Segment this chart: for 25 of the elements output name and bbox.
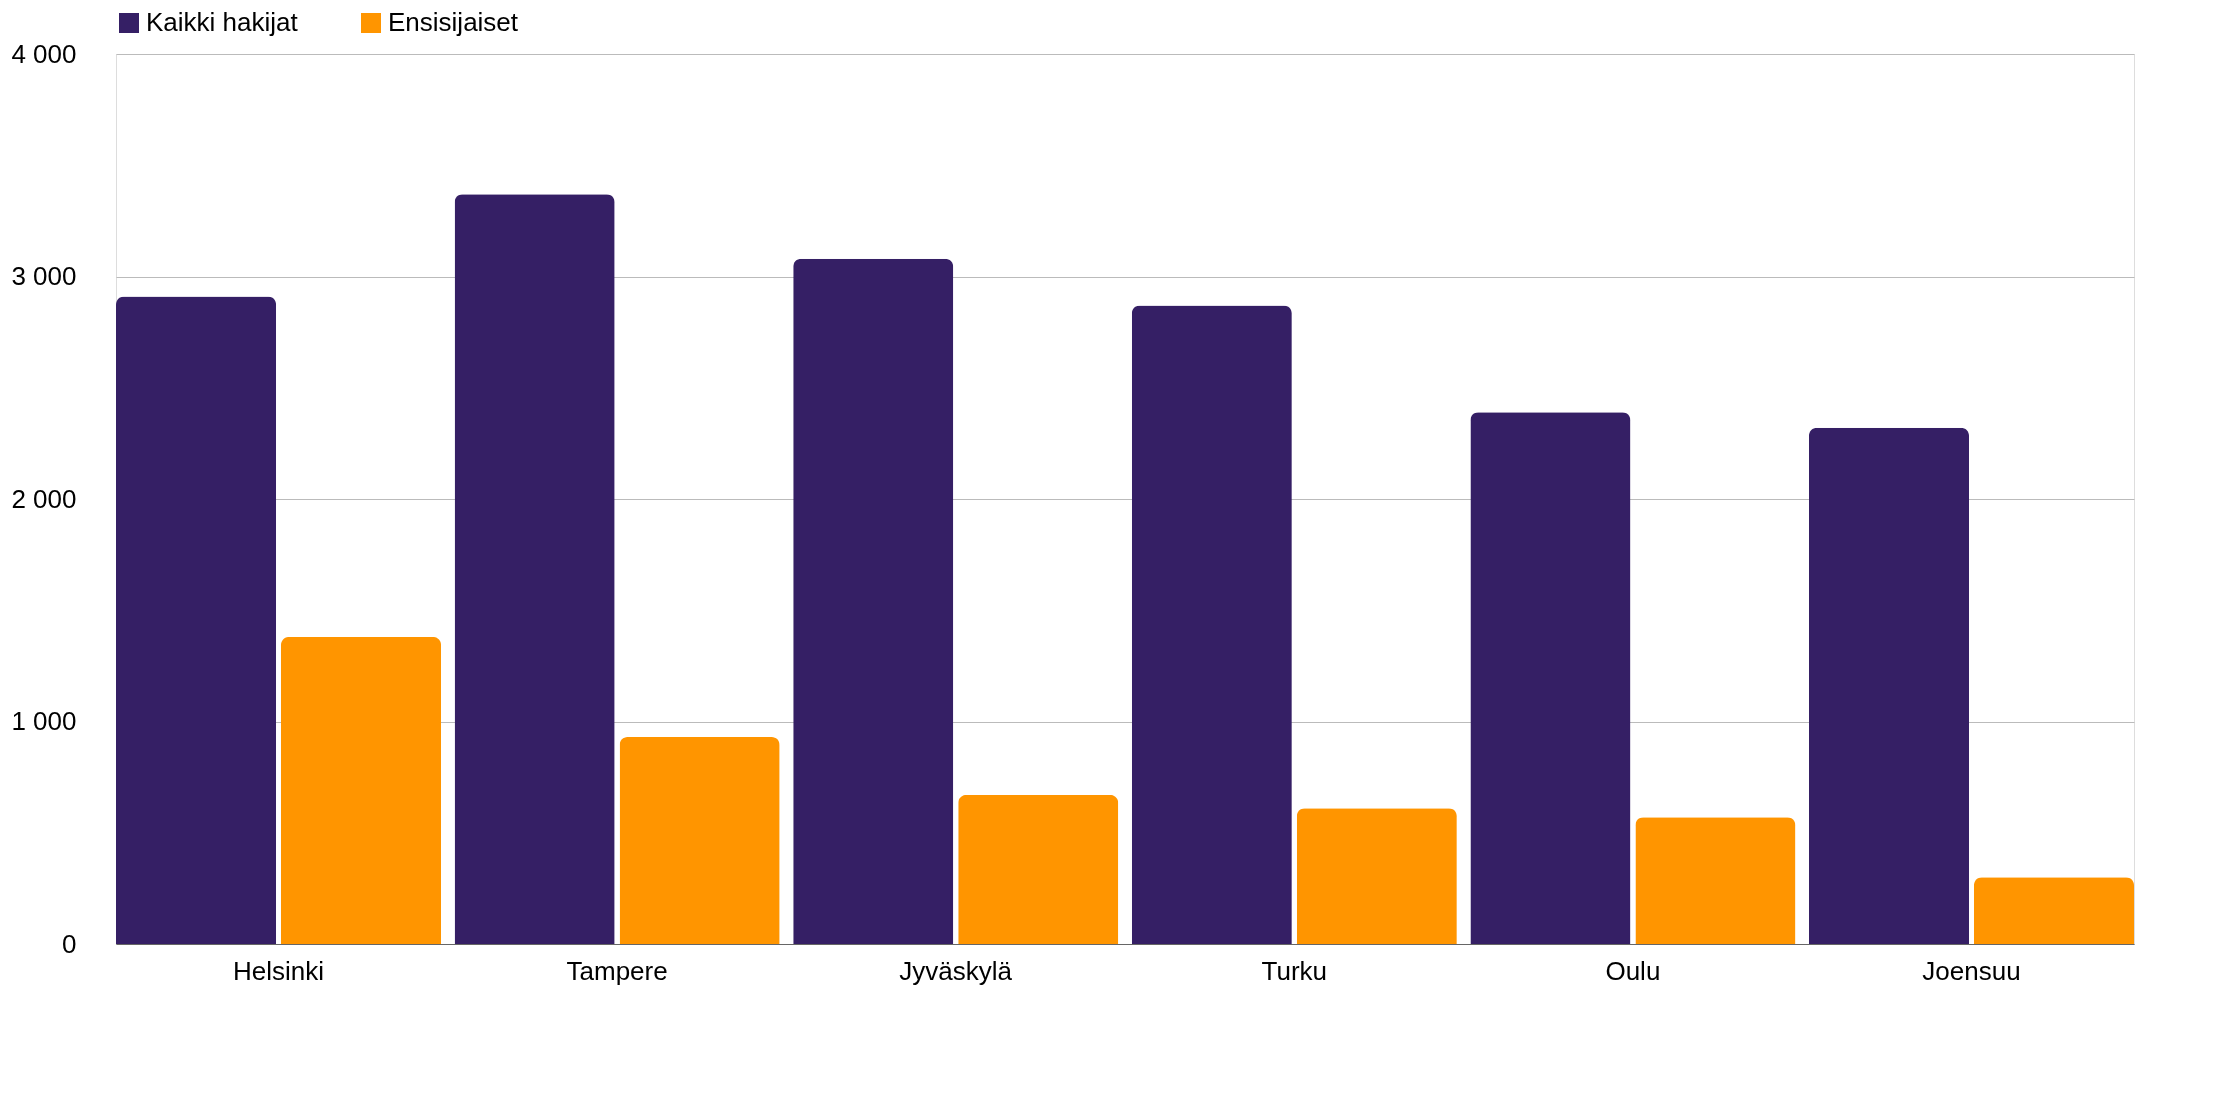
x-tick-label: Jyväskylä xyxy=(899,955,1013,986)
bar xyxy=(116,296,277,944)
legend-label: Kaikki hakijat xyxy=(146,7,299,37)
y-tick-label: 4 000 xyxy=(11,38,77,69)
bar xyxy=(619,737,780,944)
bar xyxy=(1131,305,1292,944)
x-tick-label: Helsinki xyxy=(233,955,325,986)
y-tick-label: 0 xyxy=(62,928,77,959)
bar xyxy=(1808,427,1969,944)
bar xyxy=(1470,412,1631,944)
y-tick-label: 1 000 xyxy=(11,706,77,736)
bar xyxy=(793,258,954,944)
legend-label: Ensisijaiset xyxy=(388,7,519,37)
x-tick-label: Joensuu xyxy=(1922,955,2021,986)
bar xyxy=(958,794,1119,944)
bar xyxy=(1973,877,2134,944)
bar xyxy=(454,194,615,944)
bar xyxy=(1296,808,1457,944)
x-tick-label: Oulu xyxy=(1605,955,1661,986)
y-tick-label: 3 000 xyxy=(11,261,77,291)
y-tick-label: 2 000 xyxy=(11,483,77,514)
x-tick-label: Tampere xyxy=(566,955,668,986)
bar xyxy=(1635,817,1796,944)
bar xyxy=(281,636,442,944)
x-tick-label: Turku xyxy=(1261,955,1328,986)
